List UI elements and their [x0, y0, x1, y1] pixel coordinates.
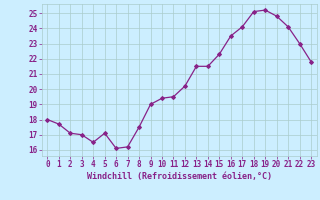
X-axis label: Windchill (Refroidissement éolien,°C): Windchill (Refroidissement éolien,°C) — [87, 172, 272, 181]
